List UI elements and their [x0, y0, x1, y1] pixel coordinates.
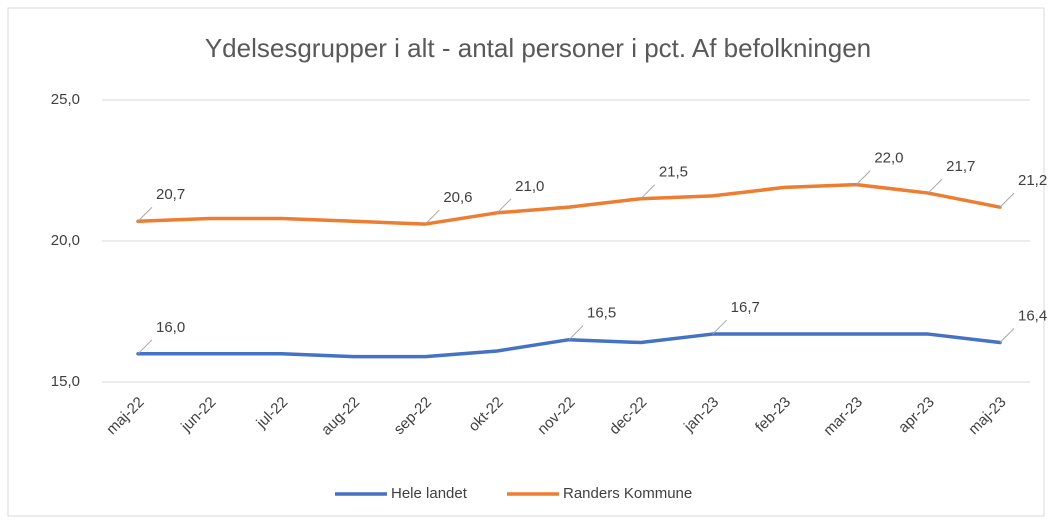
label-leader — [855, 170, 871, 185]
legend-label: Randers Kommune — [563, 485, 692, 502]
label-leader — [927, 178, 943, 194]
label-leader — [999, 192, 1015, 208]
legend-label: Hele landet — [391, 485, 468, 502]
data-label: 20,7 — [156, 186, 185, 203]
label-leader — [640, 184, 656, 200]
label-leader — [137, 206, 153, 222]
data-label: 21,2 — [1018, 172, 1047, 189]
label-leader — [999, 328, 1015, 343]
y-tick-label: 15,0 — [51, 373, 80, 390]
label-leader — [568, 325, 584, 341]
data-label: 20,6 — [443, 189, 472, 206]
chart-frame — [7, 7, 1045, 517]
data-label: 21,7 — [946, 158, 975, 175]
data-label: 21,5 — [659, 164, 688, 181]
label-leader — [496, 198, 512, 214]
y-tick-label: 20,0 — [51, 232, 80, 249]
label-leader — [424, 209, 440, 225]
data-label: 22,0 — [874, 150, 903, 167]
label-leader — [712, 319, 728, 335]
label-leader — [137, 339, 153, 355]
chart-title: Ydelsesgrupper i alt - antal personer i … — [205, 33, 871, 63]
data-label: 21,0 — [515, 178, 544, 195]
y-tick-label: 25,0 — [51, 91, 80, 108]
data-label: 16,0 — [156, 319, 185, 336]
data-label: 16,7 — [731, 299, 760, 316]
data-label: 16,5 — [587, 305, 616, 322]
data-label: 16,4 — [1018, 307, 1047, 324]
